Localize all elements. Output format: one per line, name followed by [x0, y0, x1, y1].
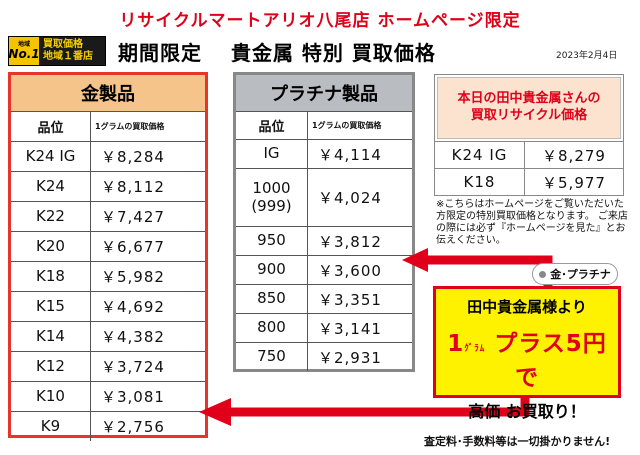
- table-row: 950 ￥3,812: [236, 226, 412, 255]
- grade-cell: 950: [236, 227, 308, 255]
- grade-cell: K15: [11, 292, 91, 321]
- table-row: 750 ￥2,931: [236, 342, 412, 371]
- price-cell: ￥3,081: [101, 388, 165, 406]
- grade-cell: 800: [236, 314, 308, 342]
- table-row: K18 ￥5,977: [435, 168, 623, 195]
- price-cell: ￥3,141: [318, 319, 382, 338]
- table-row: K22 ￥7,427: [11, 201, 205, 231]
- badge-area-label: 地域: [17, 41, 30, 48]
- promo-line1: 田中貴金属様より: [467, 298, 587, 316]
- price-cell: ￥5,982: [101, 268, 165, 286]
- grade-cell: K9: [11, 412, 91, 441]
- grade-cell: K24 IG: [435, 142, 525, 168]
- price-cell: ￥8,279: [542, 146, 606, 165]
- grade-cell: IG: [236, 140, 308, 168]
- tanaka-title-line2: 買取リサイクル価格: [470, 108, 588, 123]
- platinum-col-grade: 品位: [236, 112, 308, 139]
- promo-plus: プラス5円で: [485, 331, 607, 391]
- grade-cell: 750: [236, 343, 308, 371]
- grade-cell: K12: [11, 352, 91, 381]
- gold-platinum-tag: 金･プラチナ: [532, 263, 618, 285]
- grade-cell: K24: [11, 172, 91, 201]
- price-cell: ￥3,600: [318, 261, 382, 280]
- gold-col-grade: 品位: [11, 112, 91, 141]
- badge-text: 買取価格 地域１番店: [39, 37, 105, 65]
- table-row: K24 IG ￥8,284: [11, 141, 205, 171]
- table-row: 900 ￥3,600: [236, 255, 412, 284]
- gold-table-header: 品位 1グラムの買取価格: [11, 111, 205, 141]
- badge-line2: 地域１番店: [43, 51, 93, 62]
- page-subtitle: 期間限定 貴金属 特別 買取価格: [118, 41, 436, 65]
- fee-free-note: 査定料･手数料等は一切掛かりません!: [424, 435, 611, 448]
- price-cell: ￥2,756: [101, 418, 165, 436]
- price-cell: ￥8,284: [101, 148, 165, 166]
- table-row: K18 ￥5,982: [11, 261, 205, 291]
- table-row: K20 ￥6,677: [11, 231, 205, 261]
- price-cell: ￥5,977: [542, 173, 606, 192]
- table-row: K15 ￥4,692: [11, 291, 205, 321]
- platinum-table-header: 品位 1グラムの買取価格: [236, 111, 412, 139]
- price-cell: ￥4,692: [101, 298, 165, 316]
- tanaka-reference-box: 本日の田中貴金属さんの 買取リサイクル価格 K24 IG ￥8,279 K18 ￥5,…: [434, 74, 624, 196]
- grade-cell: K18: [11, 262, 91, 291]
- table-row: K24 ￥8,112: [11, 171, 205, 201]
- price-cell: ￥7,427: [101, 208, 165, 226]
- price-cell: ￥4,382: [101, 328, 165, 346]
- grade-cell: K22: [11, 202, 91, 231]
- tanaka-title-line1: 本日の田中貴金属さんの: [457, 91, 601, 107]
- grade-cell: K18: [435, 169, 525, 195]
- no1-badge: 地域 No.1 買取価格 地域１番店: [8, 36, 106, 66]
- platinum-col-price: 1グラムの買取価格: [312, 121, 382, 130]
- tanaka-title: 本日の田中貴金属さんの 買取リサイクル価格: [437, 77, 621, 139]
- price-cell: ￥4,114: [318, 145, 382, 164]
- table-row: IG ￥4,114: [236, 139, 412, 168]
- badge-line1: 買取価格: [43, 39, 83, 50]
- gold-price-table: 金製品 品位 1グラムの買取価格 K24 IG ￥8,284 K24 ￥8,112 K2…: [8, 72, 208, 441]
- grade-cell: K14: [11, 322, 91, 351]
- grade-cell: K20: [11, 232, 91, 261]
- price-cell: ￥3,812: [318, 232, 382, 251]
- promo-line3: 高価 お買取り！: [468, 402, 586, 421]
- page-title: リサイクルマートアリオ八尾店 ホームページ限定: [119, 11, 521, 31]
- grade-cell: 900: [236, 256, 308, 284]
- gold-table-title: 金製品: [11, 75, 205, 111]
- table-row: K10 ￥3,081: [11, 381, 205, 411]
- table-row: 1000 (999) ￥4,024: [236, 168, 412, 226]
- promo-gram: ｸﾞﾗﾑ: [464, 344, 486, 354]
- table-row: 850 ￥3,351: [236, 284, 412, 313]
- price-cell: ￥3,351: [318, 290, 382, 309]
- table-row: 800 ￥3,141: [236, 313, 412, 342]
- table-row: K24 IG ￥8,279: [435, 141, 623, 168]
- arrow-to-gold-icon: [199, 396, 530, 426]
- grade-cell: 850: [236, 285, 308, 313]
- date-label: 2023年2月4日: [556, 51, 618, 61]
- table-row: K14 ￥4,382: [11, 321, 205, 351]
- gold-col-price: 1グラムの買取価格: [95, 122, 165, 131]
- promo-one: 1: [447, 331, 465, 357]
- grade-cell: 1000 (999): [236, 169, 308, 226]
- price-cell: ￥4,024: [318, 189, 382, 207]
- no1-mark: 地域 No.1: [8, 37, 40, 65]
- platinum-table-title: プラチナ製品: [236, 75, 412, 111]
- grade-cell: K10: [11, 382, 91, 411]
- price-cell: ￥6,677: [101, 238, 165, 256]
- special-price-note: ※こちらはホームページをご覧いただいた方限定の特別買取価格となります。 ご来店の…: [436, 199, 628, 246]
- price-cell: ￥8,112: [101, 178, 165, 196]
- price-cell: ￥3,724: [101, 358, 165, 376]
- price-cell: ￥2,931: [318, 348, 382, 367]
- grade-cell: K24 IG: [11, 142, 91, 171]
- badge-no1-label: No.1: [8, 47, 40, 61]
- table-row: K9 ￥2,756: [11, 411, 205, 441]
- platinum-price-table: プラチナ製品 品位 1グラムの買取価格 IG ￥4,114 1000 (999) ￥4…: [233, 72, 415, 372]
- table-row: K12 ￥3,724: [11, 351, 205, 381]
- promo-line2: 1ｸﾞﾗﾑ プラス5円で: [436, 324, 618, 392]
- tanaka-plus-promo: 田中貴金属様より 1ｸﾞﾗﾑ プラス5円で 高価 お買取り！: [433, 286, 621, 421]
